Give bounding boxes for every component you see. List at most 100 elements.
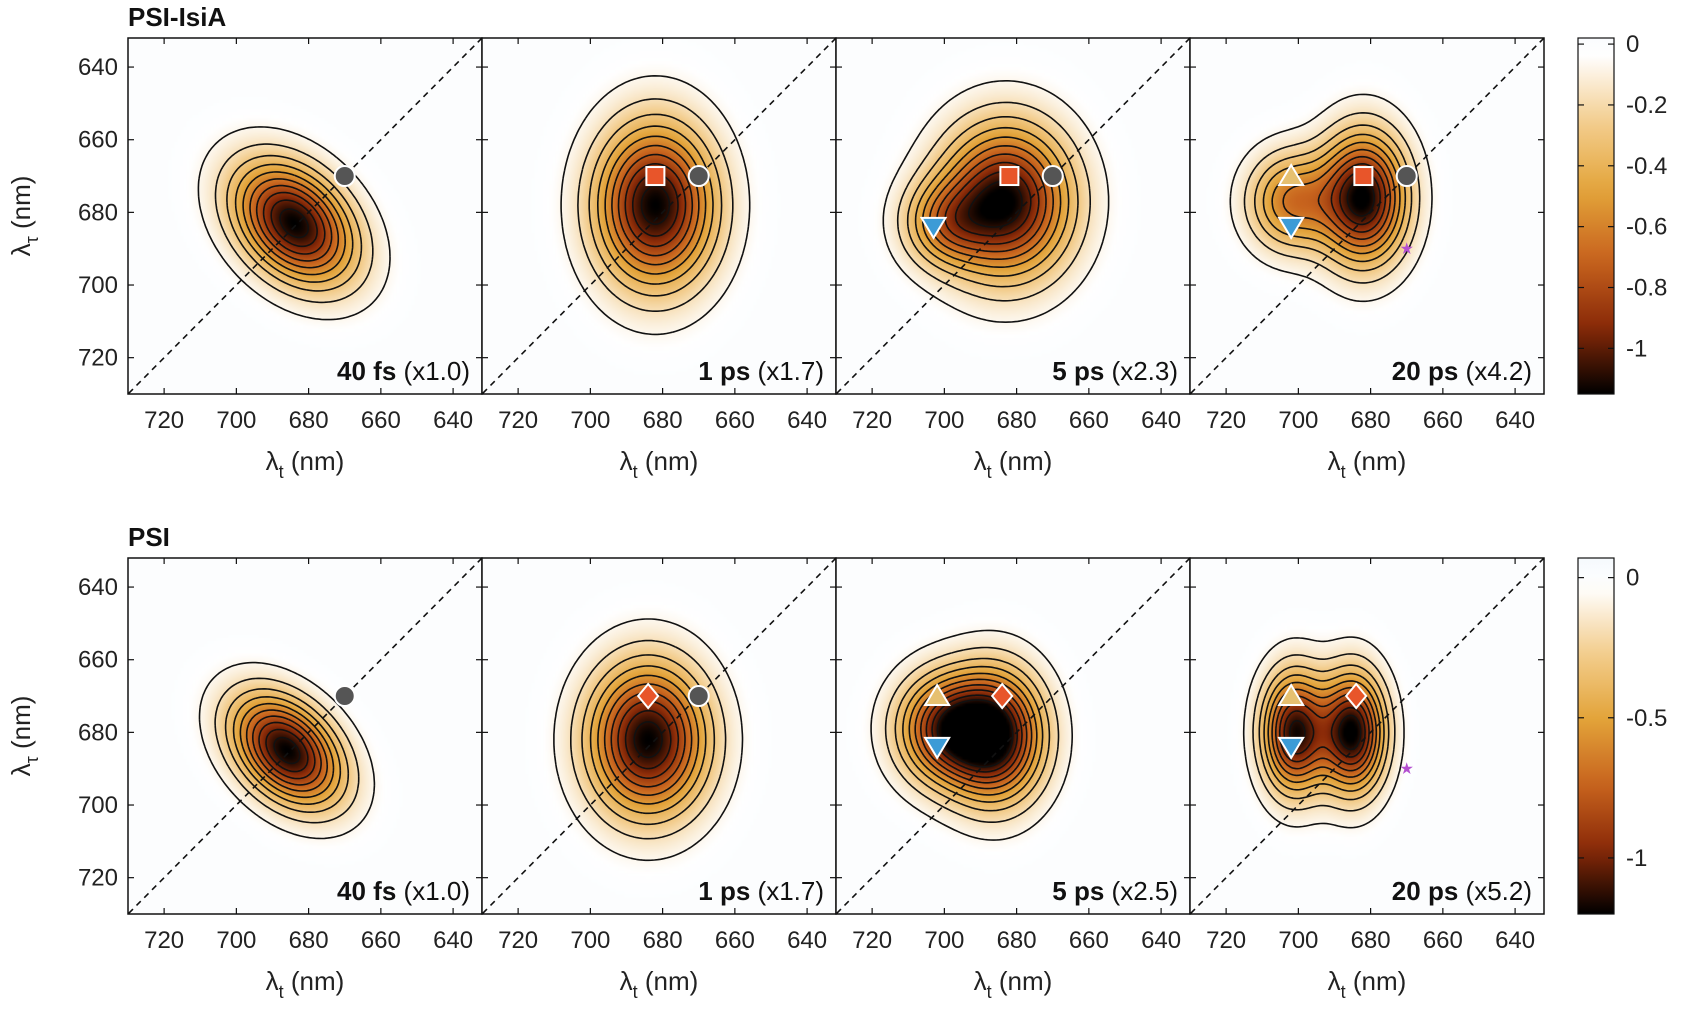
label-space bbox=[750, 356, 757, 386]
label-space bbox=[750, 876, 757, 906]
contour-line bbox=[624, 709, 672, 770]
x-tick-label: 700 bbox=[1278, 927, 1318, 954]
contour-line bbox=[1243, 112, 1421, 284]
contour-line bbox=[249, 178, 340, 269]
colorbar-tick-label: -1 bbox=[1626, 335, 1647, 362]
colorbar-tick-label: 0 bbox=[1626, 565, 1639, 592]
axis-unit: (nm) bbox=[992, 966, 1053, 996]
x-tick-label: 660 bbox=[1069, 407, 1109, 434]
contour-line bbox=[884, 646, 1060, 823]
y-tick-label: 640 bbox=[78, 54, 118, 81]
x-tick-label: 640 bbox=[1495, 927, 1535, 954]
x-tick-label: 660 bbox=[1423, 407, 1463, 434]
time-label: 5 ps (x2.5) bbox=[1052, 876, 1178, 906]
diagonal-line bbox=[1190, 558, 1544, 914]
marker-circle bbox=[687, 165, 710, 188]
contour-line bbox=[588, 113, 723, 297]
contour-line bbox=[232, 696, 342, 805]
label-space bbox=[1458, 876, 1465, 906]
x-tick-label: 640 bbox=[433, 407, 473, 434]
contour-line bbox=[258, 721, 316, 780]
axis-subscript: t bbox=[633, 462, 638, 482]
y-tick-label: 680 bbox=[78, 719, 118, 746]
y-tick-label: 700 bbox=[78, 792, 118, 819]
scale-factor: (x4.2) bbox=[1466, 356, 1532, 386]
axis-unit: (nm) bbox=[6, 176, 36, 237]
scale-factor: (x1.0) bbox=[404, 356, 470, 386]
contour-line bbox=[262, 191, 326, 255]
contour-line bbox=[1267, 680, 1381, 785]
x-tick-label: 720 bbox=[144, 927, 184, 954]
x-tick-label: 700 bbox=[216, 927, 256, 954]
y-tick-label: 720 bbox=[78, 865, 118, 892]
contour-line bbox=[553, 618, 744, 862]
x-tick-label: 720 bbox=[852, 407, 892, 434]
colorbar-tick-label: -0.8 bbox=[1626, 275, 1667, 302]
x-axis-label: λt (nm) bbox=[1328, 966, 1407, 1002]
x-tick-label: 700 bbox=[216, 407, 256, 434]
contour-line bbox=[1252, 653, 1396, 812]
x-tick-label: 680 bbox=[1351, 927, 1391, 954]
diagonal-line bbox=[128, 558, 482, 914]
heatmap-image bbox=[482, 558, 836, 914]
contour-line bbox=[255, 184, 333, 262]
scale-factor: (x1.7) bbox=[758, 876, 824, 906]
x-tick-label: 660 bbox=[715, 927, 755, 954]
contour-line bbox=[214, 143, 374, 304]
scale-factor: (x1.0) bbox=[404, 876, 470, 906]
contour-line bbox=[914, 126, 1070, 277]
time-label: 1 ps (x1.7) bbox=[698, 876, 824, 906]
panel: 1 ps (x1.7) 720 700 680 660 640 λt (nm) bbox=[481, 557, 837, 1002]
panel-frame bbox=[1189, 37, 1545, 395]
label-space bbox=[1104, 876, 1111, 906]
contour-line bbox=[1317, 155, 1392, 240]
x-axis-label: λt (nm) bbox=[974, 966, 1053, 1002]
time-value: 20 ps bbox=[1392, 876, 1459, 906]
contour-line bbox=[936, 699, 1014, 768]
marker-diamond bbox=[990, 682, 1014, 710]
time-label: 20 ps (x5.2) bbox=[1392, 876, 1532, 906]
time-value: 1 ps bbox=[698, 876, 750, 906]
label-space bbox=[396, 356, 403, 386]
y-tick-label: 700 bbox=[78, 272, 118, 299]
x-tick-label: 640 bbox=[1141, 927, 1181, 954]
x-tick-label: 640 bbox=[787, 927, 827, 954]
time-value: 5 ps bbox=[1052, 356, 1104, 386]
heatmap-image bbox=[836, 38, 1190, 394]
contours bbox=[870, 629, 1073, 841]
heatmap-image bbox=[128, 558, 482, 914]
marker-diamond bbox=[636, 682, 660, 710]
x-tick-label: 680 bbox=[997, 407, 1037, 434]
axis-unit: (nm) bbox=[1346, 966, 1407, 996]
y-tick-label: 680 bbox=[78, 199, 118, 226]
row-title: PSI-IsiA bbox=[128, 2, 226, 32]
colorbar-gradient bbox=[1577, 37, 1615, 395]
axis-subscript: t bbox=[279, 462, 284, 482]
time-label: 1 ps (x1.7) bbox=[698, 356, 824, 386]
axis-subscript: t bbox=[279, 982, 284, 1002]
x-tick-label: 660 bbox=[715, 407, 755, 434]
x-tick-label: 720 bbox=[498, 927, 538, 954]
marker-circle bbox=[1395, 165, 1418, 188]
contour-line bbox=[577, 98, 734, 312]
contour-line bbox=[1330, 163, 1387, 233]
axis-subscript: t bbox=[1341, 982, 1346, 1002]
axis-unit: (nm) bbox=[638, 446, 699, 476]
contour-line bbox=[1258, 664, 1390, 801]
contours bbox=[198, 661, 376, 840]
x-tick-label: 700 bbox=[924, 927, 964, 954]
label-space bbox=[1458, 356, 1465, 386]
contour-line bbox=[197, 126, 391, 321]
contour-line bbox=[882, 80, 1110, 323]
x-tick-label: 680 bbox=[289, 927, 329, 954]
y-tick-label: 640 bbox=[78, 574, 118, 601]
x-tick-label: 640 bbox=[787, 407, 827, 434]
axis-unit: (nm) bbox=[284, 446, 345, 476]
colorbar-tick-label: -0.4 bbox=[1626, 153, 1667, 180]
time-value: 5 ps bbox=[1052, 876, 1104, 906]
diagonal-line bbox=[482, 558, 836, 914]
time-label: 40 fs (x1.0) bbox=[337, 876, 470, 906]
contours bbox=[197, 126, 391, 321]
contour-line bbox=[633, 721, 663, 759]
axis-subscript: t bbox=[987, 982, 992, 1002]
